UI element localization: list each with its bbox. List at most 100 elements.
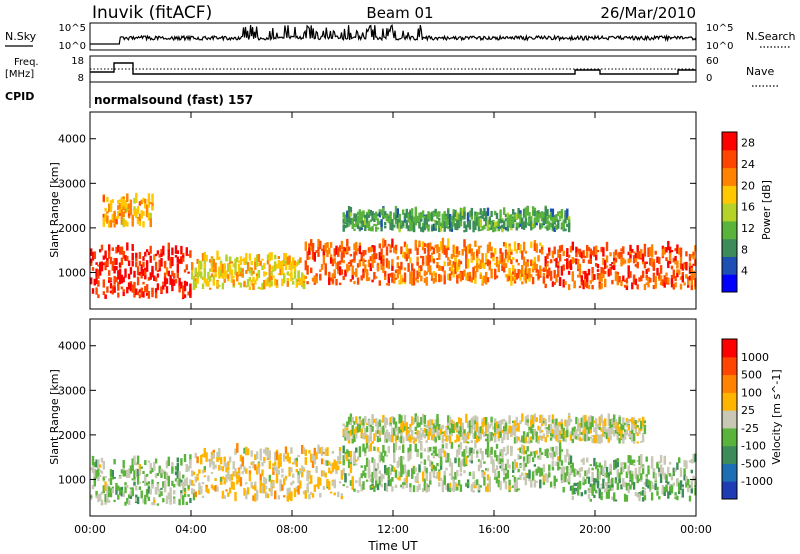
heatmap-cell <box>510 249 513 255</box>
heatmap-cell <box>219 476 223 482</box>
heatmap-cell <box>277 256 280 260</box>
heatmap-cell <box>317 479 320 489</box>
heatmap-cell <box>430 432 434 441</box>
heatmap-cell <box>194 267 197 275</box>
heatmap-cell <box>438 482 441 487</box>
heatmap-cell <box>540 223 544 229</box>
heatmap-cell <box>528 456 531 464</box>
heatmap-cell <box>279 453 282 457</box>
heatmap-cell <box>248 286 252 290</box>
heatmap-cell <box>495 212 499 219</box>
colorbar-tick-label: 28 <box>741 137 755 150</box>
heatmap-cell <box>531 457 535 462</box>
heatmap-cell <box>189 497 192 504</box>
heatmap-cell <box>454 481 457 491</box>
heatmap-cell <box>367 465 371 475</box>
heatmap-cell <box>604 278 607 288</box>
heatmap-cell <box>389 244 392 250</box>
heatmap-cell <box>427 211 430 220</box>
heatmap-cell <box>131 216 134 221</box>
heatmap-cell <box>138 464 142 472</box>
heatmap-cell <box>672 472 675 475</box>
heatmap-cell <box>356 423 360 430</box>
heatmap-cell <box>140 491 143 497</box>
heatmap-cell <box>640 454 643 463</box>
heatmap-cell <box>203 276 206 284</box>
heatmap-cell <box>142 281 145 285</box>
heatmap-cell <box>560 227 564 230</box>
heatmap-cell <box>659 473 663 483</box>
heatmap-cell <box>338 461 342 465</box>
heatmap-cell <box>436 244 439 254</box>
heatmap-cell <box>589 248 592 256</box>
heatmap-cell <box>600 414 603 424</box>
heatmap-cell <box>144 198 147 204</box>
heatmap-cell <box>472 220 475 228</box>
heatmap-cell <box>356 248 360 252</box>
heatmap-cell <box>537 455 540 458</box>
heatmap-cell <box>405 253 408 262</box>
heatmap-cell <box>147 460 151 463</box>
heatmap-cell <box>118 269 122 277</box>
heatmap-cell <box>104 476 107 479</box>
heatmap-cell <box>577 258 580 269</box>
heatmap-cell <box>333 492 336 496</box>
heatmap-cell <box>663 472 666 480</box>
heatmap-cell <box>539 414 542 423</box>
heatmap-cell <box>477 212 481 215</box>
heatmap-cell <box>416 480 419 483</box>
heatmap-cell <box>205 254 208 262</box>
heatmap-cell <box>358 446 362 450</box>
heatmap-cell <box>663 282 666 288</box>
heatmap-cell <box>387 433 390 438</box>
heatmap-cell <box>457 417 461 424</box>
heatmap-cell <box>492 225 495 232</box>
heatmap-cell <box>468 275 472 280</box>
velocity-y-axis-label: Slant Range [km] <box>48 369 61 465</box>
heatmap-cell <box>546 435 549 438</box>
heatmap-cell <box>382 415 385 423</box>
heatmap-cell <box>490 246 493 252</box>
heatmap-cell <box>430 246 434 250</box>
heatmap-cell <box>158 259 161 269</box>
heatmap-cell <box>638 418 641 422</box>
heatmap-cell <box>506 274 509 282</box>
heatmap-cell <box>319 447 322 454</box>
heatmap-cell <box>688 460 692 463</box>
heatmap-cell <box>142 211 145 216</box>
heatmap-cell <box>250 450 253 457</box>
heatmap-cell <box>558 440 562 449</box>
freq-panel: Freq. [MHz] 18 8 60 0 Nave <box>5 55 780 87</box>
heatmap-cell <box>492 433 495 436</box>
heatmap-cell <box>584 479 587 483</box>
heatmap-cell <box>549 224 553 228</box>
heatmap-cell <box>353 243 356 251</box>
heatmap-cell <box>131 260 134 267</box>
heatmap-cell <box>118 246 122 255</box>
heatmap-cell <box>250 267 253 270</box>
heatmap-cell <box>436 429 439 438</box>
colorbar-tick-label: 20 <box>741 179 755 192</box>
heatmap-cell <box>526 414 529 423</box>
heatmap-cell <box>163 261 167 269</box>
heatmap-cell <box>236 479 239 485</box>
heatmap-cell <box>582 457 585 465</box>
heatmap-cell <box>596 476 600 485</box>
heatmap-cell <box>643 261 647 269</box>
heatmap-cell <box>418 439 421 444</box>
heatmap-cell <box>539 269 542 276</box>
heatmap-cell <box>495 258 499 268</box>
heatmap-cell <box>299 480 302 489</box>
heatmap-cell <box>526 473 529 479</box>
heatmap-cell <box>587 490 591 494</box>
heatmap-cell <box>270 486 273 491</box>
heatmap-cell <box>438 448 441 459</box>
heatmap-cell <box>436 220 439 226</box>
colorbar-tick-label: -500 <box>741 457 766 470</box>
heatmap-cell <box>438 221 441 227</box>
heatmap-cell <box>674 259 677 265</box>
heatmap-cell <box>167 492 170 500</box>
heatmap-cell <box>481 275 484 284</box>
heatmap-cell <box>375 479 378 483</box>
